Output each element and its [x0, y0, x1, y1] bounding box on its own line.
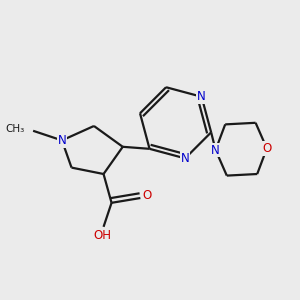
Text: CH₃: CH₃: [6, 124, 25, 134]
Text: O: O: [262, 142, 272, 155]
Text: N: N: [58, 134, 66, 147]
Text: N: N: [181, 152, 190, 165]
Text: N: N: [211, 143, 220, 157]
Text: O: O: [143, 189, 152, 202]
Text: OH: OH: [93, 229, 111, 242]
Text: N: N: [197, 90, 206, 103]
